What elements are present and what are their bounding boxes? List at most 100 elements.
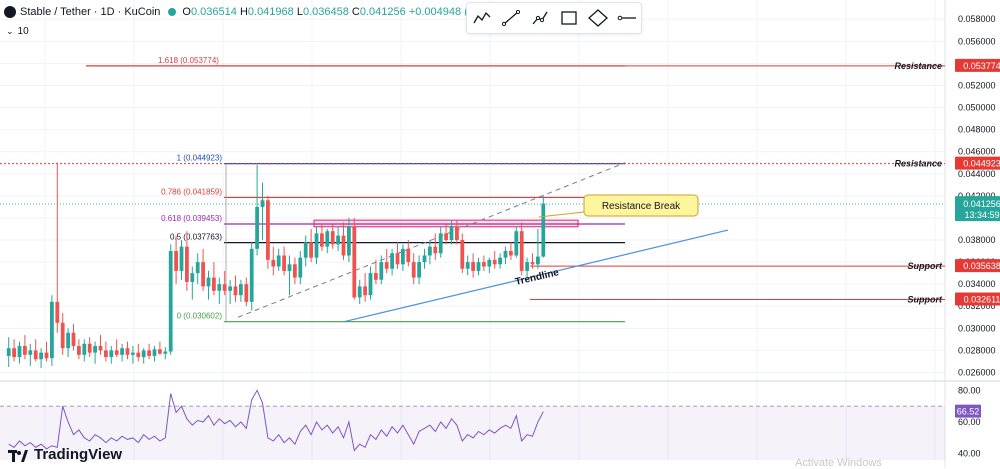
candle-body (519, 231, 524, 271)
candle-body (411, 262, 416, 278)
candle-body (384, 262, 389, 269)
candle-body (492, 259, 497, 265)
candle-body (449, 226, 454, 241)
level-price-tag-label: 0.053774 (963, 61, 1000, 71)
candle-body (341, 235, 346, 256)
path-icon[interactable] (530, 8, 550, 28)
candle-body (206, 277, 211, 287)
candle-body (55, 301, 60, 323)
level-name-label: Support (908, 261, 943, 271)
candle-body (87, 343, 92, 353)
candle-body (120, 348, 124, 355)
candle-body (347, 226, 351, 256)
candle-body (487, 259, 492, 267)
rectangle-icon[interactable] (559, 8, 579, 28)
fib-level-label: 0 (0.030602) (177, 312, 223, 321)
candle-body (17, 345, 22, 358)
market-status-dot-icon (168, 8, 177, 16)
rsi-value-tag (955, 404, 981, 418)
candle-body (255, 206, 259, 249)
candle-body (28, 350, 33, 355)
candle-body (114, 350, 119, 355)
level-price-tag (955, 156, 1000, 170)
candle-body (320, 233, 324, 247)
candle-body (406, 248, 411, 263)
candle-body (185, 246, 189, 282)
high-value: 0.041968 (247, 6, 294, 18)
trend-line-icon[interactable] (501, 8, 521, 28)
level-price-tag (955, 58, 1000, 72)
candle-body (266, 200, 270, 260)
candle-body (374, 273, 378, 280)
rsi-axis-tick-label: 40.00 (958, 449, 981, 459)
level-name-label: Resistance (894, 61, 942, 71)
tradingview-brand[interactable]: TradingView (8, 446, 122, 463)
y-axis-tick-label: 0.034000 (958, 279, 996, 289)
candle-body (525, 262, 529, 271)
candle-body (514, 231, 519, 256)
candle-body (174, 251, 178, 271)
candle-body (147, 350, 151, 356)
candle-body (152, 349, 157, 356)
candle-body (39, 352, 43, 360)
candle-body (158, 349, 162, 354)
rsi-axis-tick-label: 60.00 (958, 417, 981, 427)
candle-body (352, 226, 357, 298)
candle-body (357, 286, 362, 298)
candle-body (217, 284, 222, 291)
candle-body (12, 348, 16, 358)
candle-body (309, 242, 313, 258)
candle-body (536, 256, 540, 265)
candle-body (228, 286, 232, 291)
y-axis-tick-label: 0.046000 (958, 147, 996, 157)
candle-body (336, 235, 340, 245)
candle-body (136, 352, 141, 358)
fib-level-label: 1.618 (0.053774) (158, 56, 219, 65)
candle-body (66, 332, 70, 349)
candle-body (509, 251, 513, 256)
candle-body (455, 226, 459, 241)
candle-body (201, 262, 205, 287)
candle-body (33, 350, 38, 360)
candle-body (465, 262, 470, 269)
volume-row[interactable]: ⌄ 10 (6, 26, 29, 37)
candle-body (44, 352, 49, 359)
candle-body (190, 273, 195, 282)
candle-body (433, 246, 438, 254)
symbol-title[interactable]: Stable / Tether · 1D · KuCoin (20, 6, 161, 18)
candle-body (6, 348, 11, 356)
candle-body (131, 352, 135, 355)
horizontal-ray-icon[interactable] (617, 8, 637, 28)
level-price-tag (955, 259, 1000, 273)
trendline (343, 229, 729, 323)
candle-body (325, 231, 330, 247)
open-value: 0.036514 (190, 6, 237, 18)
candle-body (422, 255, 427, 263)
polyline-icon[interactable] (587, 8, 608, 28)
candle-body (168, 251, 173, 352)
rsi-line (8, 389, 544, 452)
volume-value: 10 (17, 26, 29, 37)
y-axis-tick-label: 0.042000 (958, 191, 996, 201)
chevron-down-icon[interactable]: ⌄ (6, 26, 14, 36)
y-axis-tick-label: 0.058000 (958, 14, 996, 24)
candle-body (244, 284, 249, 302)
y-axis-tick-label: 0.052000 (958, 80, 996, 90)
y-axis-tick-label: 0.030000 (958, 323, 996, 333)
candle-body (249, 248, 254, 302)
rsi-value-label: 66.52 (957, 407, 980, 417)
candle-body (314, 233, 319, 258)
rsi-axis-tick-label: 80.00 (958, 385, 981, 395)
candle-body (60, 322, 65, 349)
y-axis-tick-label: 0.026000 (958, 367, 996, 377)
tradingview-logo-icon (8, 449, 28, 462)
trend-angle-icon[interactable] (472, 8, 492, 28)
candle-body (98, 345, 103, 351)
candle-body (471, 262, 475, 271)
candle-body (71, 332, 76, 346)
level-name-label: Support (908, 295, 943, 305)
candle-body (239, 284, 243, 296)
bar-countdown: 13:34:59 (964, 210, 999, 220)
channel-dashed-line (237, 162, 626, 318)
